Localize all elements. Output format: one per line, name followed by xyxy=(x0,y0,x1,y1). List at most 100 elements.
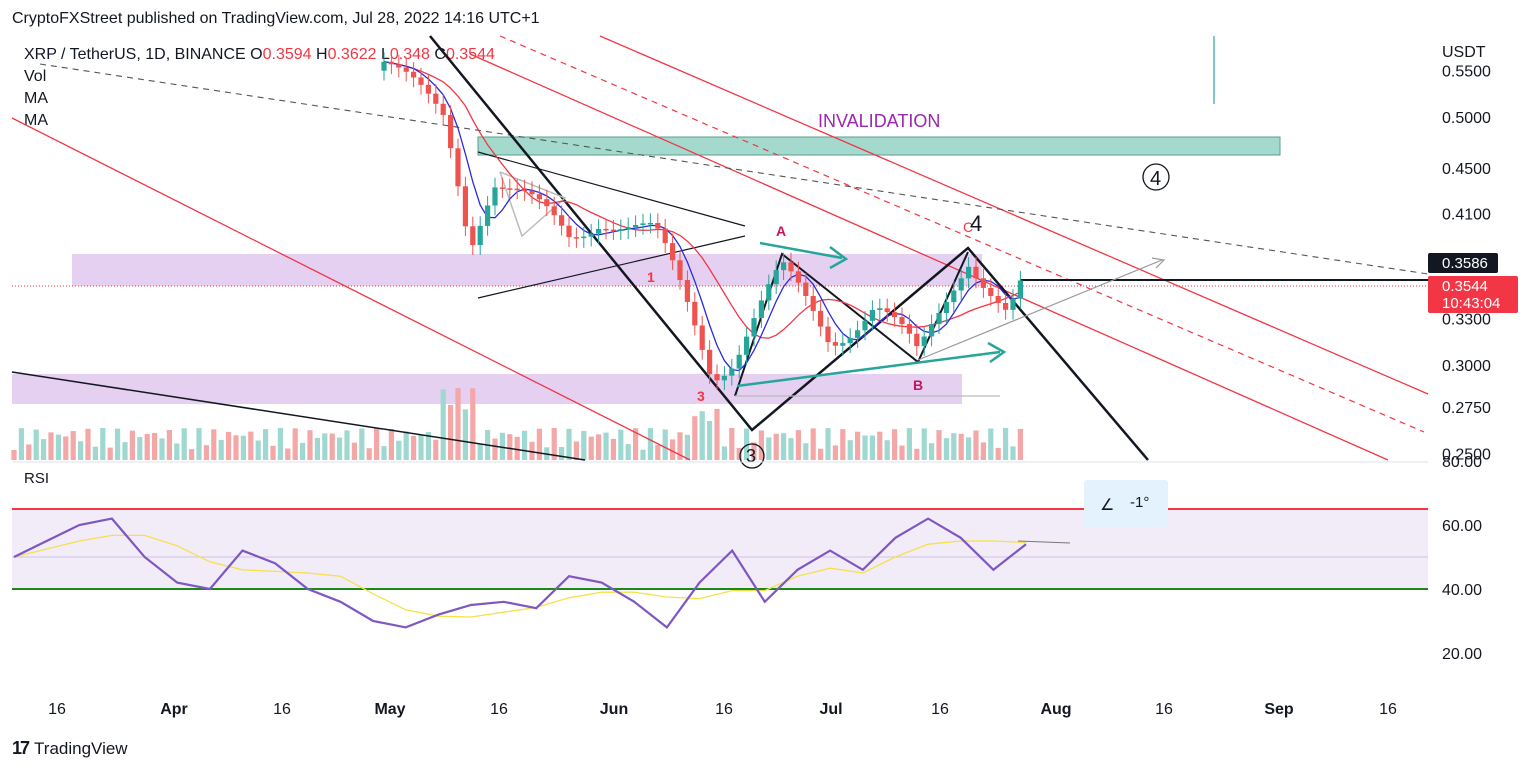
volume-bar xyxy=(462,409,468,460)
candle-body xyxy=(803,282,809,296)
volume-bar xyxy=(492,438,498,460)
volume-bar xyxy=(477,443,483,460)
volume-bar xyxy=(966,437,972,460)
volume-bar xyxy=(810,428,816,460)
time-tick-label: 16 xyxy=(490,701,508,718)
candle-body xyxy=(958,278,964,291)
volume-bar xyxy=(418,435,424,460)
time-axis[interactable]: 16 Apr 16 May 16 Jun 16 Jul 16 Aug 16 Sep 16 xyxy=(48,701,1397,718)
candle-body xyxy=(973,266,979,279)
teal-arrow-2 xyxy=(736,350,1001,388)
candle-body xyxy=(862,320,868,331)
close-label: C xyxy=(434,46,446,63)
candle-body xyxy=(921,336,927,347)
volume-bar xyxy=(499,432,505,460)
open-value: 0.3594 xyxy=(262,46,312,63)
volume-bar xyxy=(11,450,17,460)
gray-projection-line xyxy=(917,259,1163,361)
candle-body xyxy=(744,336,750,355)
high-label: H xyxy=(316,46,328,63)
candle-body xyxy=(714,374,720,381)
candle-body xyxy=(699,325,705,350)
candle-body xyxy=(707,349,713,375)
volume-bar xyxy=(980,442,986,460)
teal-supply-zone xyxy=(477,136,1281,156)
volume-bar xyxy=(640,449,646,460)
ma-red-line xyxy=(383,61,1021,339)
volume-bar xyxy=(773,433,779,460)
rsi-tick-label: 60.00 xyxy=(1442,518,1482,535)
symbol-label[interactable]: XRP / TetherUS, 1D, BINANCE xyxy=(24,46,246,63)
rsi-axis[interactable]: 80.00 60.00 40.00 20.00 xyxy=(1442,454,1482,663)
indicator-ma-1[interactable]: MA xyxy=(24,90,48,107)
volume-bar xyxy=(351,442,357,460)
volume-bar xyxy=(211,429,217,460)
volume-bar xyxy=(174,443,180,460)
candle-body xyxy=(477,225,483,246)
candle-body xyxy=(929,324,935,337)
volume-bar xyxy=(832,445,838,460)
angle-label: -1° xyxy=(1130,494,1149,511)
volume-bar xyxy=(248,431,254,460)
volume-bar xyxy=(292,428,298,460)
wave-b-label: B xyxy=(913,377,923,393)
volume-bar xyxy=(403,431,409,460)
volume-bar xyxy=(566,428,572,460)
volume-bar xyxy=(233,435,239,460)
candle-body xyxy=(388,61,394,65)
volume-bar xyxy=(647,428,653,460)
candle-body xyxy=(647,223,653,225)
volume-bar xyxy=(795,430,801,460)
purple-support-zone xyxy=(12,374,962,404)
candle-body xyxy=(906,324,912,334)
volume-bar xyxy=(322,433,328,460)
indicator-ma-2[interactable]: MA xyxy=(24,112,48,129)
price-tick-label: 0.4100 xyxy=(1442,206,1491,223)
candle-body xyxy=(899,317,905,325)
invalidation-label: INVALIDATION xyxy=(818,111,940,131)
volume-bar xyxy=(943,438,949,460)
candle-body xyxy=(855,330,861,338)
publisher-header: CryptoFXStreet published on TradingView.… xyxy=(12,10,540,27)
candle-body xyxy=(773,270,779,285)
candle-body xyxy=(677,260,683,280)
volume-bar xyxy=(973,430,979,460)
volume-bar xyxy=(1010,446,1016,460)
candle-body xyxy=(840,343,846,346)
volume-bar xyxy=(855,431,861,460)
volume-bar xyxy=(884,440,890,460)
price-axis[interactable]: 0.5500 0.5000 0.4500 0.4100 0.3300 0.3000 0.27… xyxy=(1442,64,1491,464)
volume-bar xyxy=(159,438,165,460)
volume-bar xyxy=(240,435,246,460)
volume-bar xyxy=(958,433,964,460)
red-channel-line-3 xyxy=(469,53,1389,461)
volume-bar xyxy=(758,430,764,460)
brand-name: TradingView xyxy=(34,738,128,758)
candle-body xyxy=(596,228,602,234)
volume-bar xyxy=(729,428,735,460)
volume-bar xyxy=(300,442,306,460)
candle-body xyxy=(951,290,957,303)
rsi-trendline xyxy=(1017,540,1071,544)
candle-body xyxy=(943,302,949,313)
indicator-vol[interactable]: Vol xyxy=(24,68,47,85)
volume-bar xyxy=(144,434,150,460)
volume-bar xyxy=(825,428,831,460)
angle-tool-box[interactable] xyxy=(1084,480,1168,528)
red-channel-line-2 xyxy=(599,35,1429,395)
tradingview-brand[interactable]: 17 TradingView xyxy=(12,738,128,759)
wave-a-label: A xyxy=(776,223,786,239)
volume-bar xyxy=(433,439,439,460)
time-tick-label: Jul xyxy=(819,701,842,718)
volume-bar xyxy=(840,429,846,460)
candle-body xyxy=(633,225,639,228)
volume-bar xyxy=(100,428,106,460)
last-price-tag xyxy=(1428,276,1518,313)
price-tick-label: 0.4500 xyxy=(1442,161,1491,178)
rsi-label[interactable]: RSI xyxy=(24,470,50,487)
price-tick-label: 0.3300 xyxy=(1442,312,1491,329)
volume-bar xyxy=(366,448,372,460)
candle-body xyxy=(810,296,816,311)
candle-body xyxy=(551,206,557,216)
